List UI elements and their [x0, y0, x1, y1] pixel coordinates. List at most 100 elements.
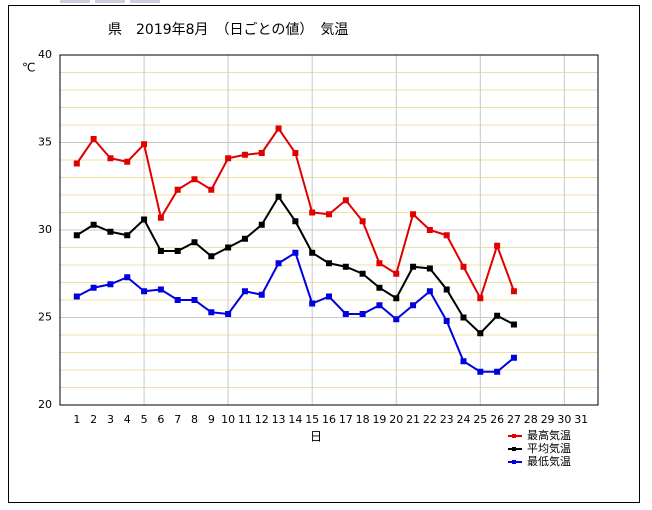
point [241, 235, 248, 242]
legend-marker [512, 434, 516, 438]
point [141, 216, 148, 223]
x-tick-label: 31 [574, 413, 588, 426]
x-tick-label: 19 [372, 413, 386, 426]
legend-marker [512, 447, 516, 451]
point [90, 136, 97, 142]
y-tick-label: 20 [38, 398, 52, 411]
x-tick-label: 23 [440, 413, 454, 426]
x-tick-label: 25 [473, 413, 487, 426]
point [73, 160, 80, 167]
x-tick-label: 20 [389, 413, 403, 426]
point [460, 314, 467, 321]
frame [8, 5, 640, 503]
x-tick-label: 17 [339, 413, 353, 426]
tab [95, 0, 125, 3]
point [376, 260, 383, 267]
point [426, 227, 433, 233]
plot-border [59, 54, 599, 406]
x-tick-label: 4 [124, 413, 131, 426]
x-tick-label: 2 [90, 413, 97, 426]
point [510, 354, 517, 361]
point [157, 248, 164, 254]
y-tick-label: 30 [38, 223, 52, 236]
point [124, 158, 131, 165]
point [359, 311, 366, 317]
point [225, 155, 232, 162]
point [326, 260, 332, 267]
point [410, 211, 417, 218]
point [460, 263, 467, 270]
point [309, 300, 316, 307]
x-tick-label: 26 [490, 413, 504, 426]
point [326, 293, 332, 300]
point [258, 291, 265, 298]
point [410, 302, 417, 309]
point [90, 284, 97, 291]
point [73, 232, 80, 239]
point [124, 232, 131, 239]
point [225, 311, 232, 317]
point [494, 312, 501, 319]
legend-label: 最高気温 [527, 428, 571, 442]
point [141, 288, 148, 295]
point [510, 288, 517, 295]
point [275, 193, 282, 200]
point [426, 288, 433, 295]
x-tick-label: 15 [305, 413, 319, 426]
point [342, 263, 349, 270]
x-tick-label: 14 [288, 413, 302, 426]
point [258, 150, 265, 156]
point [460, 358, 467, 365]
x-tick-label: 10 [221, 413, 235, 426]
point [393, 316, 400, 323]
point [393, 270, 400, 277]
y-tick-label: 35 [38, 136, 52, 149]
point [90, 221, 97, 228]
point [359, 270, 366, 277]
x-tick-label: 28 [524, 413, 538, 426]
x-tick-label: 3 [107, 413, 114, 426]
point [376, 302, 383, 309]
x-tick-label: 22 [423, 413, 437, 426]
point [443, 286, 450, 293]
legend-label: 最低気温 [527, 454, 571, 468]
x-tick-label: 13 [272, 413, 286, 426]
point [225, 244, 232, 251]
point [410, 263, 417, 270]
x-tick-label: 5 [141, 413, 148, 426]
tab [60, 0, 90, 3]
y-axis-label: ℃ [22, 61, 35, 75]
point [174, 186, 181, 193]
point [174, 297, 181, 303]
point [107, 228, 114, 235]
point [141, 141, 148, 148]
point [477, 368, 484, 375]
point [342, 311, 349, 317]
point [157, 214, 164, 221]
point [124, 274, 131, 281]
point [157, 286, 164, 293]
point [191, 176, 198, 183]
y-tick-label: 25 [38, 311, 52, 324]
point [443, 232, 450, 239]
point [208, 309, 215, 316]
x-tick-label: 16 [322, 413, 336, 426]
point [107, 155, 114, 162]
x-tick-label: 21 [406, 413, 420, 426]
point [292, 150, 299, 156]
x-tick-label: 11 [238, 413, 252, 426]
x-tick-label: 29 [541, 413, 555, 426]
x-tick-label: 18 [356, 413, 370, 426]
y-tick-label: 40 [38, 48, 52, 61]
point [191, 297, 198, 303]
point [107, 281, 114, 288]
point [477, 295, 484, 302]
x-tick-label: 1 [73, 413, 80, 426]
point [275, 260, 282, 267]
point [309, 249, 316, 256]
point [494, 242, 501, 249]
point [376, 284, 383, 291]
point [258, 221, 265, 228]
